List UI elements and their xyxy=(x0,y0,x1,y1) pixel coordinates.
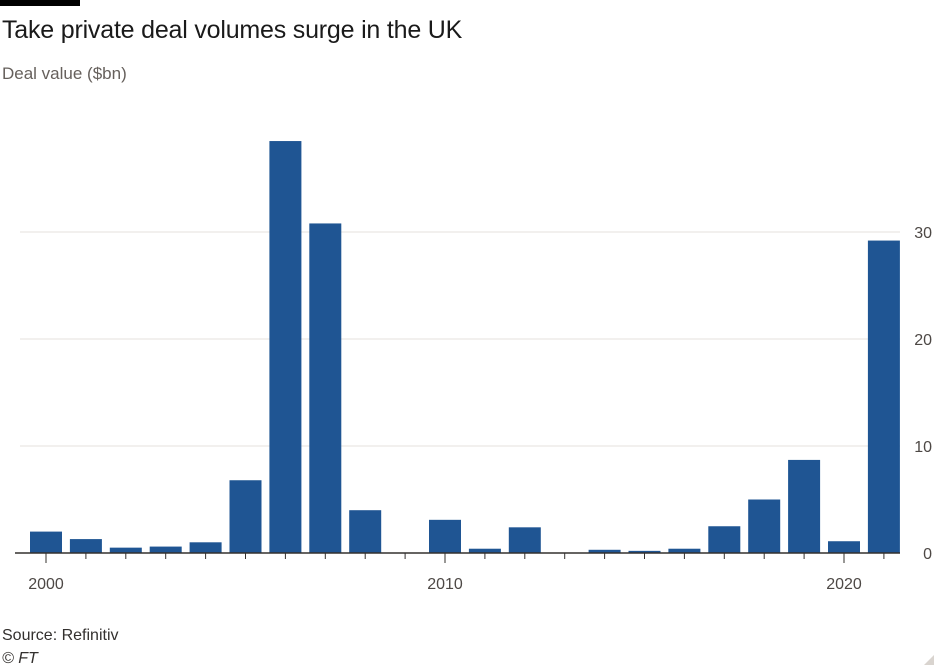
bar-2012 xyxy=(508,527,541,553)
copyright-note: © FT xyxy=(2,650,38,667)
bar-2007 xyxy=(309,223,342,553)
bar-2010 xyxy=(429,519,461,553)
bar-2011 xyxy=(468,548,501,553)
bar-2016 xyxy=(668,548,701,553)
bar-2000 xyxy=(30,531,62,553)
chart-title: Take private deal volumes surge in the U… xyxy=(2,16,463,44)
x-tick-label: 2020 xyxy=(826,576,862,593)
bar-2020 xyxy=(828,541,860,553)
bar-2017 xyxy=(708,526,741,553)
y-tick-label: 10 xyxy=(914,439,932,456)
bar-2018 xyxy=(748,499,781,553)
bar-2014 xyxy=(588,549,621,553)
bar-2003 xyxy=(149,546,182,553)
bar-2001 xyxy=(69,539,102,553)
bar-2005 xyxy=(229,480,262,553)
chart-subtitle: Deal value ($bn) xyxy=(2,64,127,83)
y-tick-label: 30 xyxy=(914,225,932,242)
y-tick-label: 0 xyxy=(923,546,932,563)
bar-2008 xyxy=(349,510,382,553)
bar-2006 xyxy=(269,141,302,554)
resize-corner-icon xyxy=(924,655,934,665)
bar-2002 xyxy=(109,547,142,553)
y-tick-label: 20 xyxy=(914,332,932,349)
source-note: Source: Refinitiv xyxy=(2,627,119,644)
x-tick-label: 2000 xyxy=(28,576,64,593)
bar-2004 xyxy=(189,542,222,553)
bar-2021 xyxy=(867,240,900,553)
bar-2015 xyxy=(628,550,661,553)
bar-2019 xyxy=(788,459,821,553)
brand-bar xyxy=(0,0,80,6)
x-tick-label: 2010 xyxy=(427,576,463,593)
